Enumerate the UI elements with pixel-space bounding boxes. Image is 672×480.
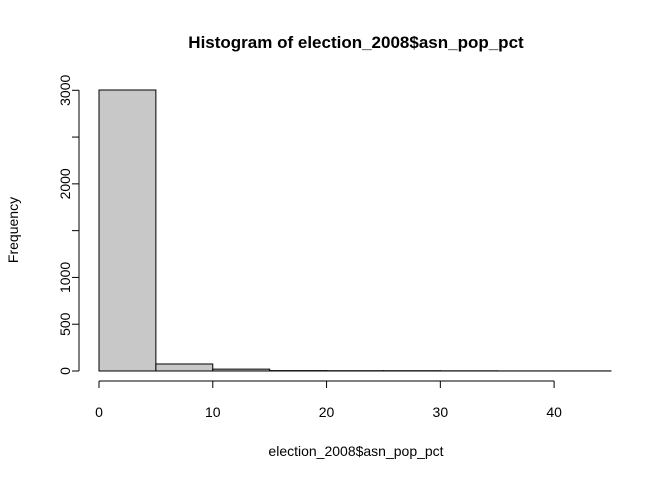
y-axis: 0 500 1000 2000 3000 [57,75,80,375]
y-tick-label: 0 [57,367,73,375]
x-tick-label: 0 [95,404,103,420]
x-axis: 0 10 20 30 40 [95,380,562,420]
x-tick-label: 20 [319,404,335,420]
y-tick-label: 3000 [57,75,73,106]
y-tick-label: 500 [57,312,73,336]
x-axis-label: election_2008$asn_pop_pct [268,443,443,459]
y-axis-label: Frequency [5,197,21,263]
x-tick-label: 10 [205,404,221,420]
histogram-bar-0 [98,89,157,372]
y-tick-label: 1000 [57,262,73,293]
y-tick-label: 2000 [57,168,73,199]
chart-title: Histogram of election_2008$asn_pop_pct [188,33,524,52]
histogram-bar-2 [212,368,271,372]
histogram-bars [98,89,612,372]
x-tick-label: 30 [433,404,449,420]
histogram-bar-1 [155,363,214,372]
x-tick-label: 40 [546,404,562,420]
